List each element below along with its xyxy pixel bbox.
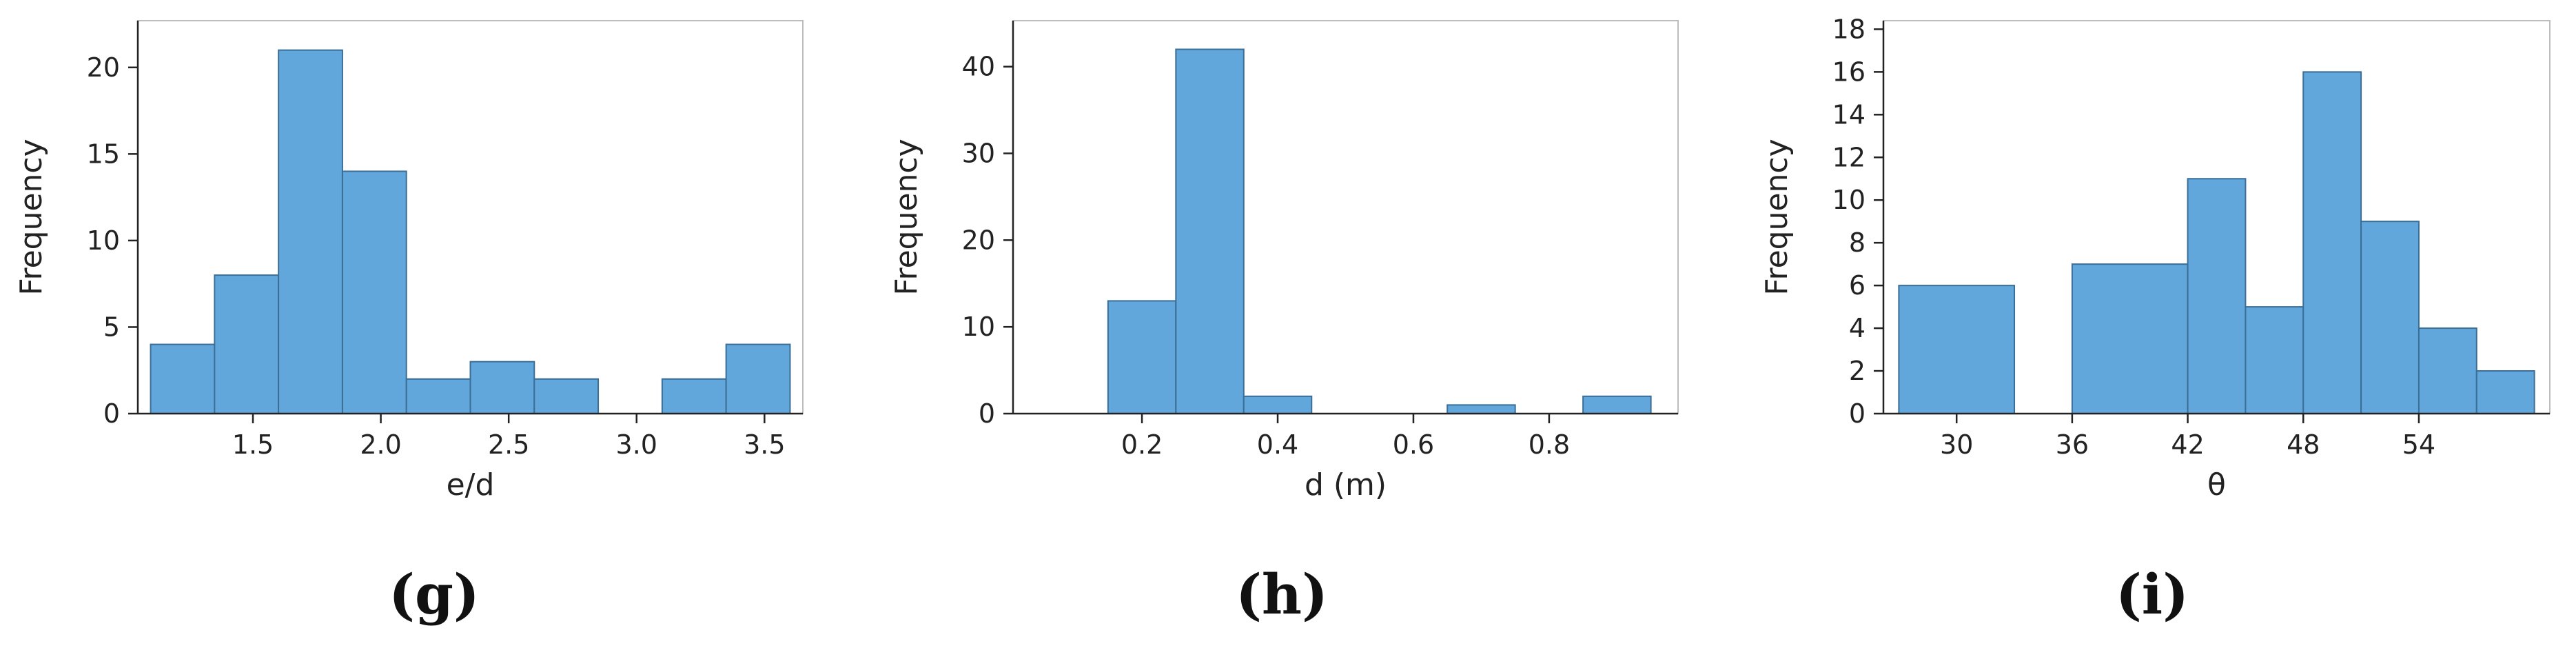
x-tick-label: 54 [2402, 429, 2435, 460]
x-axis-label: θ [2207, 467, 2226, 503]
panel-label: (h) [1236, 562, 1328, 627]
histogram-bar [1175, 48, 1245, 414]
x-axis-label: d (m) [1305, 467, 1387, 503]
histogram-panel-1: 1.5 2.0 2.5 3.0 3.5 0 5 10 15 20 e/d Frequency (g) [14, 20, 804, 627]
histogram-bar [2187, 178, 2247, 414]
x-tick-label: 0.2 [1121, 429, 1163, 460]
y-axis-label: Frequency [1759, 139, 1795, 295]
x-axis-label: e/d [447, 467, 495, 503]
y-tick-label: 4 [1849, 313, 1865, 343]
x-tick-label: 0.8 [1529, 429, 1570, 460]
x-tick-label: 0.6 [1393, 429, 1434, 460]
histogram-bar [1107, 300, 1177, 414]
y-tick-label: 40 [962, 52, 995, 82]
y-tick-label: 8 [1849, 227, 1865, 258]
x-tick-label: 48 [2287, 429, 2320, 460]
y-tick-label: 6 [1849, 270, 1865, 301]
histogram-panel-2: 0.2 0.4 0.6 0.8 0 10 20 30 40 d (m) Frequency (h) [889, 20, 1679, 627]
y-axis-label: Frequency [889, 139, 924, 295]
histogram-bar [2302, 71, 2362, 414]
y-tick-label: 30 [962, 139, 995, 169]
x-tick-label: 1.5 [232, 429, 274, 460]
histogram-bar [1243, 395, 1313, 414]
y-tick-label: 10 [1832, 185, 1865, 215]
histogram-bar [2071, 263, 2189, 414]
panel-label: (i) [2116, 562, 2189, 627]
y-tick-label: 20 [87, 52, 120, 83]
histogram-bar [150, 343, 216, 415]
x-tick-label: 2.5 [488, 429, 529, 460]
x-tick-label: 2.0 [360, 429, 401, 460]
y-tick-label: 2 [1849, 356, 1865, 386]
histogram-bar [341, 170, 407, 414]
histogram-bar [661, 378, 727, 414]
histogram-bar [2360, 221, 2420, 414]
x-tick-label: 3.0 [616, 429, 657, 460]
y-tick-label: 10 [87, 225, 120, 256]
y-tick-label: 0 [979, 398, 995, 429]
histogram-bar [1447, 404, 1516, 415]
y-tick-label: 14 [1832, 99, 1865, 130]
y-tick-label: 15 [87, 139, 120, 169]
y-tick-label: 5 [103, 312, 120, 342]
y-tick-label: 0 [103, 398, 120, 429]
histogram-bar [533, 378, 600, 414]
y-tick-label: 18 [1832, 14, 1865, 44]
x-tick-label: 30 [1940, 429, 1973, 460]
histogram-bar [278, 49, 343, 415]
histogram-bar [1582, 395, 1652, 414]
y-tick-label: 10 [962, 312, 995, 342]
panel-label: (g) [389, 562, 480, 627]
histogram-bar [2475, 370, 2535, 414]
y-tick-label: 16 [1832, 57, 1865, 87]
histogram-bar [2245, 306, 2304, 415]
x-tick-label: 3.5 [744, 429, 785, 460]
histogram-bar [469, 361, 535, 415]
histogram-panel-3: 30 36 42 48 54 0 2 4 6 8 10 12 14 16 18 θ Frequency (i) [1759, 14, 2551, 627]
x-tick-label: 36 [2056, 429, 2089, 460]
histogram-bar [2417, 327, 2477, 414]
x-tick-label: 0.4 [1257, 429, 1298, 460]
histogram-bar [725, 343, 791, 415]
histogram-bar [1898, 285, 2016, 414]
y-tick-label: 20 [962, 225, 995, 255]
histogram-bar [405, 378, 471, 414]
y-axis-label: Frequency [14, 139, 49, 295]
histogram-bar [214, 274, 280, 415]
x-tick-label: 42 [2171, 429, 2204, 460]
y-tick-label: 0 [1849, 398, 1865, 429]
y-tick-label: 12 [1832, 142, 1865, 172]
